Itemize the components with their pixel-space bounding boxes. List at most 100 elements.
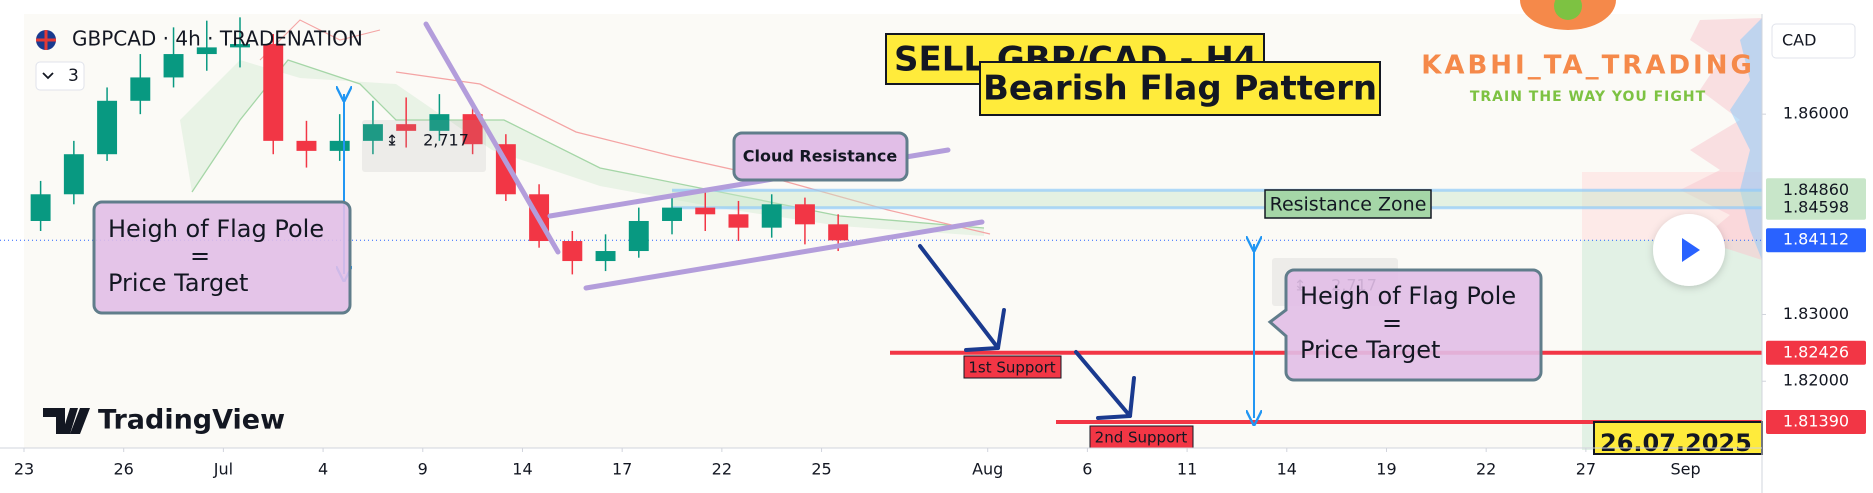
ichimoku-cloud (180, 60, 984, 236)
price-badge (1766, 228, 1866, 253)
symbol: GBPCAD · 4h · TRADENATION (72, 27, 363, 51)
note-box (92, 200, 352, 315)
price-badge (1766, 195, 1866, 220)
down-arrow (1074, 350, 1132, 418)
candle-body (429, 114, 450, 131)
measure-icon: ↨ (386, 132, 399, 150)
ichimoku-span-b (395, 71, 991, 235)
x-tick-label: 26 (114, 460, 134, 479)
candle-body (263, 44, 284, 141)
price-badge-label: 1.81390 (1783, 411, 1849, 430)
note-line: = (190, 242, 210, 270)
candle-body (230, 44, 250, 48)
candle-body (196, 47, 217, 55)
candle-body (695, 207, 716, 215)
note-line: Heigh of Flag Pole (1300, 282, 1516, 310)
arrow-head (964, 308, 1006, 352)
candle-body (63, 154, 84, 195)
x-tick-label: 11 (1177, 460, 1197, 479)
price-badge-label: 1.84598 (1783, 197, 1849, 216)
x-tick-label: 23 (14, 460, 34, 479)
x-tick-label: 25 (811, 460, 831, 479)
x-tick-label: 17 (612, 460, 632, 479)
candle-body (163, 54, 184, 78)
x-tick-label: 14 (1277, 460, 1297, 479)
candle-body (130, 77, 151, 101)
ichimoku-span-b (259, 19, 381, 61)
note-box (1267, 268, 1543, 382)
x-tick-label: 4 (318, 460, 328, 479)
flag-lower-line (583, 219, 985, 291)
brand-logo (1554, 0, 1582, 20)
watermark: TradingView (98, 405, 285, 436)
play-icon (1682, 238, 1700, 262)
price-badge-label: 1.84112 (1783, 230, 1849, 249)
currency-box[interactable] (1771, 23, 1856, 59)
date-box (1593, 421, 1763, 455)
resistance-zone-label: Resistance Zone (1270, 194, 1427, 216)
y-tick-label: 1.86000 (1783, 104, 1849, 123)
note-line: Price Target (108, 269, 248, 297)
candle-body (362, 124, 383, 141)
brand: KABHI_TA_TRADING (1421, 51, 1755, 81)
candle-body (828, 224, 849, 241)
support-label: 1st Support (968, 359, 1055, 377)
candle-body (595, 251, 616, 262)
y-tick-label: 1.83000 (1783, 304, 1849, 323)
measure-box (362, 120, 486, 172)
x-tick-label: 9 (418, 460, 428, 479)
cloud-resistance-label: Cloud Resistance (743, 147, 898, 166)
y-tick-label: 1.82000 (1783, 371, 1849, 390)
candle-body (761, 204, 782, 228)
slogan: TRAIN THE WAY YOU FIGHT (1470, 89, 1706, 105)
candle-body (628, 220, 649, 252)
indicator-count: 3 (68, 66, 79, 86)
down-arrow (918, 244, 1000, 350)
support-label: 2nd Support (1095, 429, 1188, 447)
x-tick-label: Aug (972, 460, 1003, 479)
note-line: Price Target (1300, 336, 1440, 364)
x-tick-label: Sep (1670, 460, 1700, 479)
x-tick-label: 22 (1476, 460, 1496, 479)
x-tick-label: 22 (712, 460, 732, 479)
price-badge-label: 1.84860 (1783, 180, 1849, 199)
indicator-toggle[interactable] (35, 61, 85, 91)
currency: CAD (1782, 31, 1816, 50)
price-badge (1766, 409, 1866, 434)
x-tick-label: 27 (1576, 460, 1596, 479)
chart-subtitle: Bearish Flag Pattern (983, 69, 1377, 109)
tv-logo (43, 408, 90, 434)
flag-icon (36, 30, 56, 50)
candle-body (296, 140, 317, 151)
candle-body (728, 214, 749, 228)
x-tick-label: 6 (1082, 460, 1092, 479)
candle-body (662, 207, 682, 221)
candle-body (396, 124, 417, 131)
candle-body (30, 194, 51, 221)
volume-profile (1680, 18, 1762, 260)
label-box (1264, 189, 1432, 219)
candle-body (562, 241, 583, 262)
x-tick-label: 14 (512, 460, 532, 479)
subtitle-box (979, 61, 1381, 116)
price-badge (1766, 340, 1866, 365)
date-label: 26.07.2025 (1600, 429, 1752, 457)
label-box (963, 355, 1062, 379)
x-tick-label: 19 (1376, 460, 1396, 479)
note-line: Heigh of Flag Pole (108, 215, 324, 243)
flag-pole-line (423, 21, 561, 255)
candle-body (794, 204, 815, 225)
note-line: = (1382, 309, 1402, 337)
annotations: ↨ 2,717 ↨ 2,717 Heigh of Flag Pole = Pri… (35, 0, 1763, 457)
label-box (732, 131, 909, 182)
chevron (42, 72, 54, 80)
volume-profile (1730, 18, 1762, 260)
resistance-zone (672, 190, 1762, 208)
measure-label: 2,717 (423, 131, 469, 150)
candle-body (329, 140, 350, 151)
arrow-head (1096, 376, 1136, 420)
candle-body (462, 114, 483, 145)
